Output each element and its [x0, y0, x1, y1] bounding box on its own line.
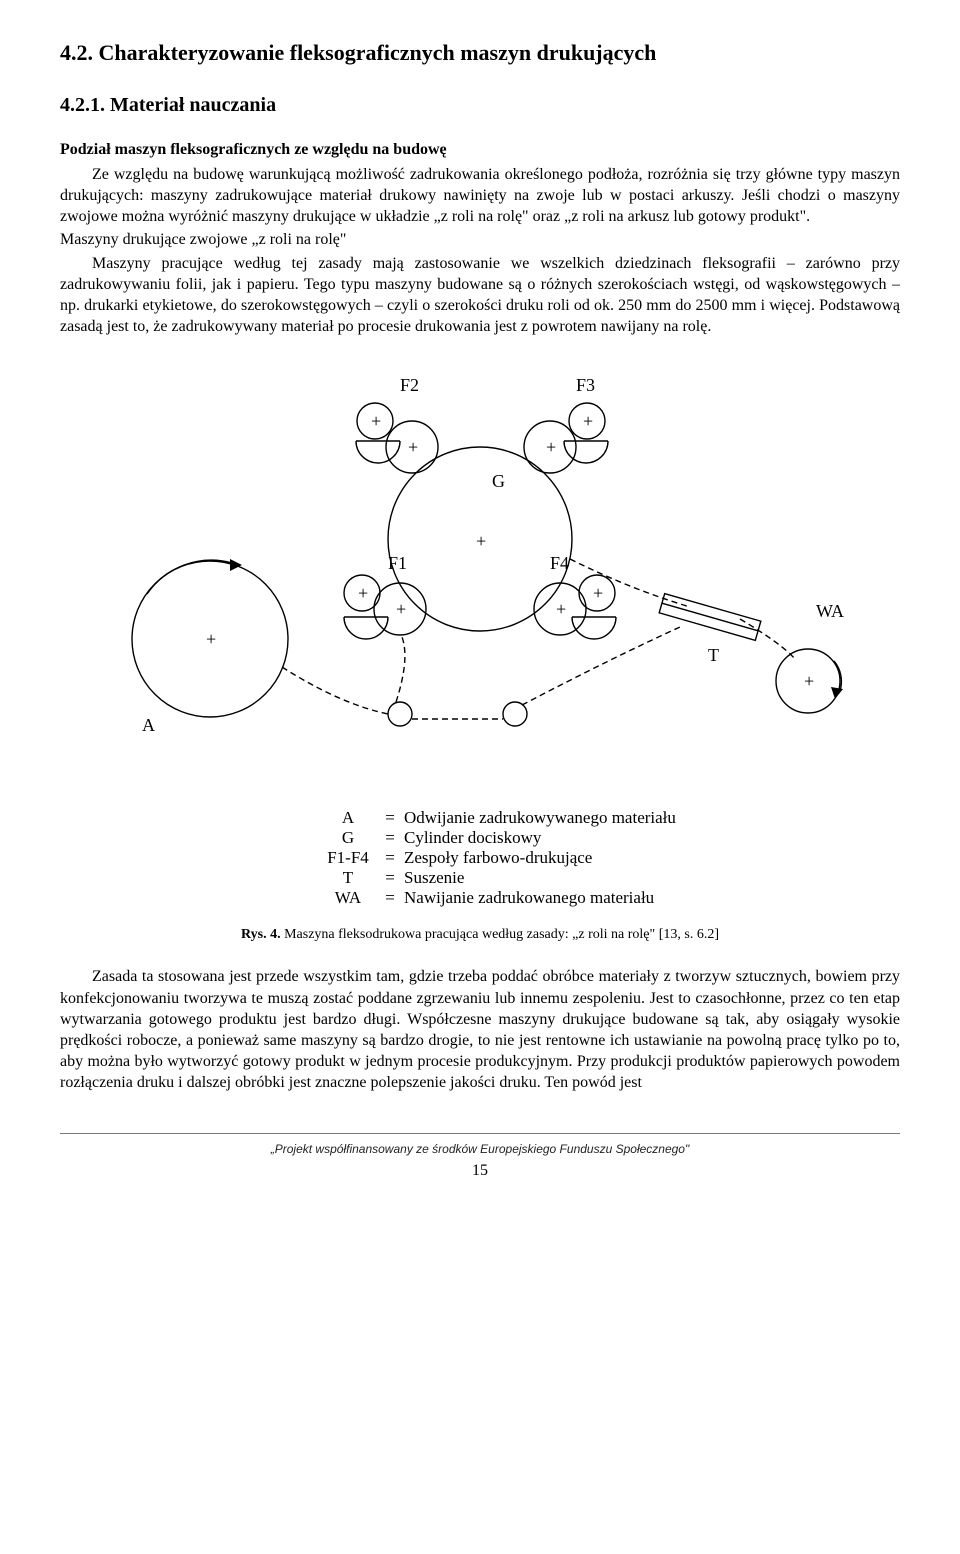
caption-rest: Maszyna fleksodrukowa pracująca według z… — [281, 927, 719, 942]
section-title: 4.2. Charakteryzowanie fleksograficznych… — [60, 40, 900, 66]
legend-key: T — [320, 868, 376, 888]
page-footer: „Projekt współfinansowany ze środków Eur… — [60, 1133, 900, 1180]
svg-text:+: + — [206, 629, 216, 649]
legend-key: F1-F4 — [320, 848, 376, 868]
svg-text:+: + — [371, 411, 381, 431]
unit-f3: + + — [524, 403, 608, 473]
label-g: G — [492, 471, 505, 491]
roller-1 — [388, 702, 412, 726]
svg-text:+: + — [396, 599, 406, 619]
legend-key: G — [320, 828, 376, 848]
unit-f2: + + — [356, 403, 438, 473]
footer-line: „Projekt współfinansowany ze środków Eur… — [60, 1142, 900, 1156]
figure-caption: Rys. 4. Maszyna fleksodrukowa pracująca … — [60, 926, 900, 944]
dryer-t — [659, 594, 761, 641]
label-f4: F4 — [550, 553, 569, 573]
reel-a: + — [132, 559, 288, 717]
svg-text:+: + — [476, 531, 486, 551]
svg-text:+: + — [546, 437, 556, 457]
svg-text:+: + — [556, 599, 566, 619]
label-f1: F1 — [388, 553, 407, 573]
legend-val: Odwijanie zadrukowywanego materiału — [404, 808, 676, 828]
unit-f4: + + — [534, 575, 616, 639]
page: 4.2. Charakteryzowanie fleksograficznych… — [0, 0, 960, 1220]
paragraph-3: Zasada ta stosowana jest przede wszystki… — [60, 966, 900, 1093]
reel-wa: + — [776, 649, 843, 713]
figure-container: + A + G + + F2 — [60, 359, 900, 908]
paragraph-2: Maszyny pracujące według tej zasady mają… — [60, 253, 900, 337]
legend-val: Cylinder dociskowy — [404, 828, 541, 848]
paragraph-2-title: Maszyny drukujące zwojowe „z roli na rol… — [60, 229, 900, 250]
svg-text:+: + — [804, 671, 814, 691]
subsection-title: 4.2.1. Materiał nauczania — [60, 94, 900, 117]
block-title: Podział maszyn fleksograficznych ze wzgl… — [60, 139, 900, 160]
legend-val: Suszenie — [404, 868, 464, 888]
svg-text:+: + — [408, 437, 418, 457]
roller-2 — [503, 702, 527, 726]
label-wa: WA — [816, 601, 844, 621]
label-a: A — [142, 715, 155, 735]
legend-key: WA — [320, 888, 376, 908]
page-number: 15 — [60, 1162, 900, 1180]
label-t: T — [708, 645, 719, 665]
legend-val: Nawijanie zadrukowanego materiału — [404, 888, 654, 908]
figure-diagram: + A + G + + F2 — [100, 359, 860, 789]
paragraph-1: Ze względu na budowę warunkującą możliwo… — [60, 164, 900, 227]
unit-f1: + + — [344, 575, 426, 639]
caption-strong: Rys. 4. — [241, 927, 281, 942]
label-f2: F2 — [400, 375, 419, 395]
svg-text:+: + — [358, 583, 368, 603]
legend-val: Zespoły farbowo-drukujące — [404, 848, 592, 868]
legend-key: A — [320, 808, 376, 828]
label-f3: F3 — [576, 375, 595, 395]
svg-text:+: + — [593, 583, 603, 603]
figure-legend: A=Odwijanie zadrukowywanego materiału G=… — [320, 808, 900, 908]
svg-text:+: + — [583, 411, 593, 431]
